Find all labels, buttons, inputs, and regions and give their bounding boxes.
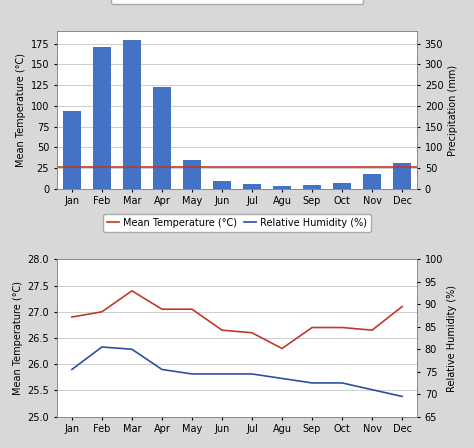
- Bar: [363, 174, 381, 189]
- Y-axis label: Relative Humidity (%): Relative Humidity (%): [447, 284, 457, 392]
- Bar: [183, 159, 201, 189]
- Bar: [303, 185, 321, 189]
- Bar: [243, 184, 261, 189]
- Legend: Mean Temperature (°C), Relative Humidity (%): Mean Temperature (°C), Relative Humidity…: [103, 214, 371, 232]
- Legend: Precipitation (mm), Mean Temperature (°C): Precipitation (mm), Mean Temperature (°C…: [111, 0, 363, 4]
- Y-axis label: Precipitation (mm): Precipitation (mm): [447, 65, 457, 155]
- Bar: [213, 181, 231, 189]
- Y-axis label: Mean Temperature (°C): Mean Temperature (°C): [13, 281, 23, 395]
- Y-axis label: Mean Temperature (°C): Mean Temperature (°C): [17, 53, 27, 167]
- Bar: [93, 47, 111, 189]
- Bar: [153, 87, 171, 189]
- Bar: [333, 183, 351, 189]
- Bar: [273, 186, 291, 189]
- Bar: [393, 163, 411, 189]
- Bar: [123, 40, 141, 189]
- Bar: [63, 111, 81, 189]
